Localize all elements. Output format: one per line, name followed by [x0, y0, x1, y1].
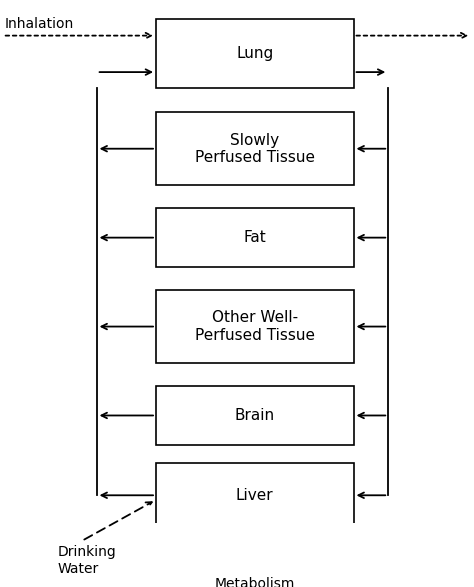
Text: Brain: Brain — [235, 408, 275, 423]
Text: Lung: Lung — [236, 46, 273, 61]
Text: Other Well-
Perfused Tissue: Other Well- Perfused Tissue — [195, 311, 315, 343]
Text: Liver: Liver — [236, 488, 273, 503]
Text: Slowly
Perfused Tissue: Slowly Perfused Tissue — [195, 133, 315, 165]
Bar — [156, 290, 354, 363]
Bar — [156, 19, 354, 87]
Bar — [156, 112, 354, 185]
Bar — [156, 463, 354, 527]
Bar — [156, 386, 354, 445]
Text: Inhalation: Inhalation — [5, 17, 74, 31]
Text: Metabolism: Metabolism — [215, 578, 295, 587]
Bar — [156, 208, 354, 267]
Text: Fat: Fat — [244, 230, 266, 245]
Text: Drinking
Water: Drinking Water — [57, 545, 116, 576]
